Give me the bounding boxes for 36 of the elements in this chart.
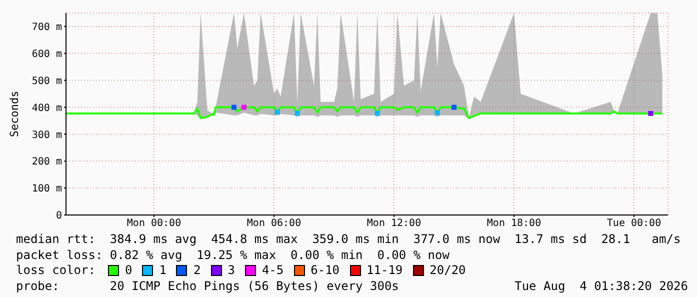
point <box>232 104 236 110</box>
text: median rtt: 384.9 ms avg 454.8 ms max 359.0 ms min 377.0 ms now 13.7 ms sd 28.1 am/s <box>16 232 682 248</box>
x-tick-label: Mon 00:00 <box>126 218 182 230</box>
legend-title: loss color: <box>16 263 96 278</box>
y-tick-label: 300 m <box>32 130 62 141</box>
legend-label: 20/20 <box>430 263 466 278</box>
text: Tue Aug 4 01:38:20 2026 <box>514 278 688 294</box>
x-tick-label: Mon 18:00 <box>486 218 542 230</box>
point <box>274 110 280 115</box>
legend-label: 1 <box>159 263 166 278</box>
y-tick-label: 200 m <box>32 156 62 168</box>
legend-label: 3 <box>228 263 235 278</box>
y-tick-label: 0 <box>56 210 62 222</box>
point <box>242 104 246 110</box>
point <box>434 110 440 116</box>
text: probe: 20 ICMP Echo Pings (56 Bytes) every 300s <box>16 278 399 294</box>
y-tick-label: 600 m <box>32 48 62 60</box>
y-tick-label: 500 m <box>32 76 62 87</box>
legend-label: 11-19 <box>366 263 403 278</box>
legend-label: 6-10 <box>310 263 340 278</box>
legend-label: 0 <box>125 263 132 278</box>
x-tick-label: Tue 00:00 <box>606 218 662 230</box>
y-tick-label: 700 m <box>32 22 62 34</box>
x-tick-label: Mon 12:00 <box>366 218 422 230</box>
y-axis-title: Seconds <box>8 90 21 138</box>
y-tick-label: 400 m <box>32 102 62 114</box>
point <box>648 110 654 116</box>
legend-label: 4-5 <box>262 263 284 278</box>
point <box>374 110 380 116</box>
y-tick-label: 100 m <box>32 184 62 195</box>
legend-label: 2 <box>193 263 201 278</box>
text: packet loss: 0.82 % avg 19.25 % max 0.00 % min 0.00 % now <box>16 248 450 263</box>
point <box>452 104 456 110</box>
point <box>294 110 300 116</box>
line-series <box>66 106 664 120</box>
x-tick-label: Mon 06:00 <box>246 218 302 230</box>
